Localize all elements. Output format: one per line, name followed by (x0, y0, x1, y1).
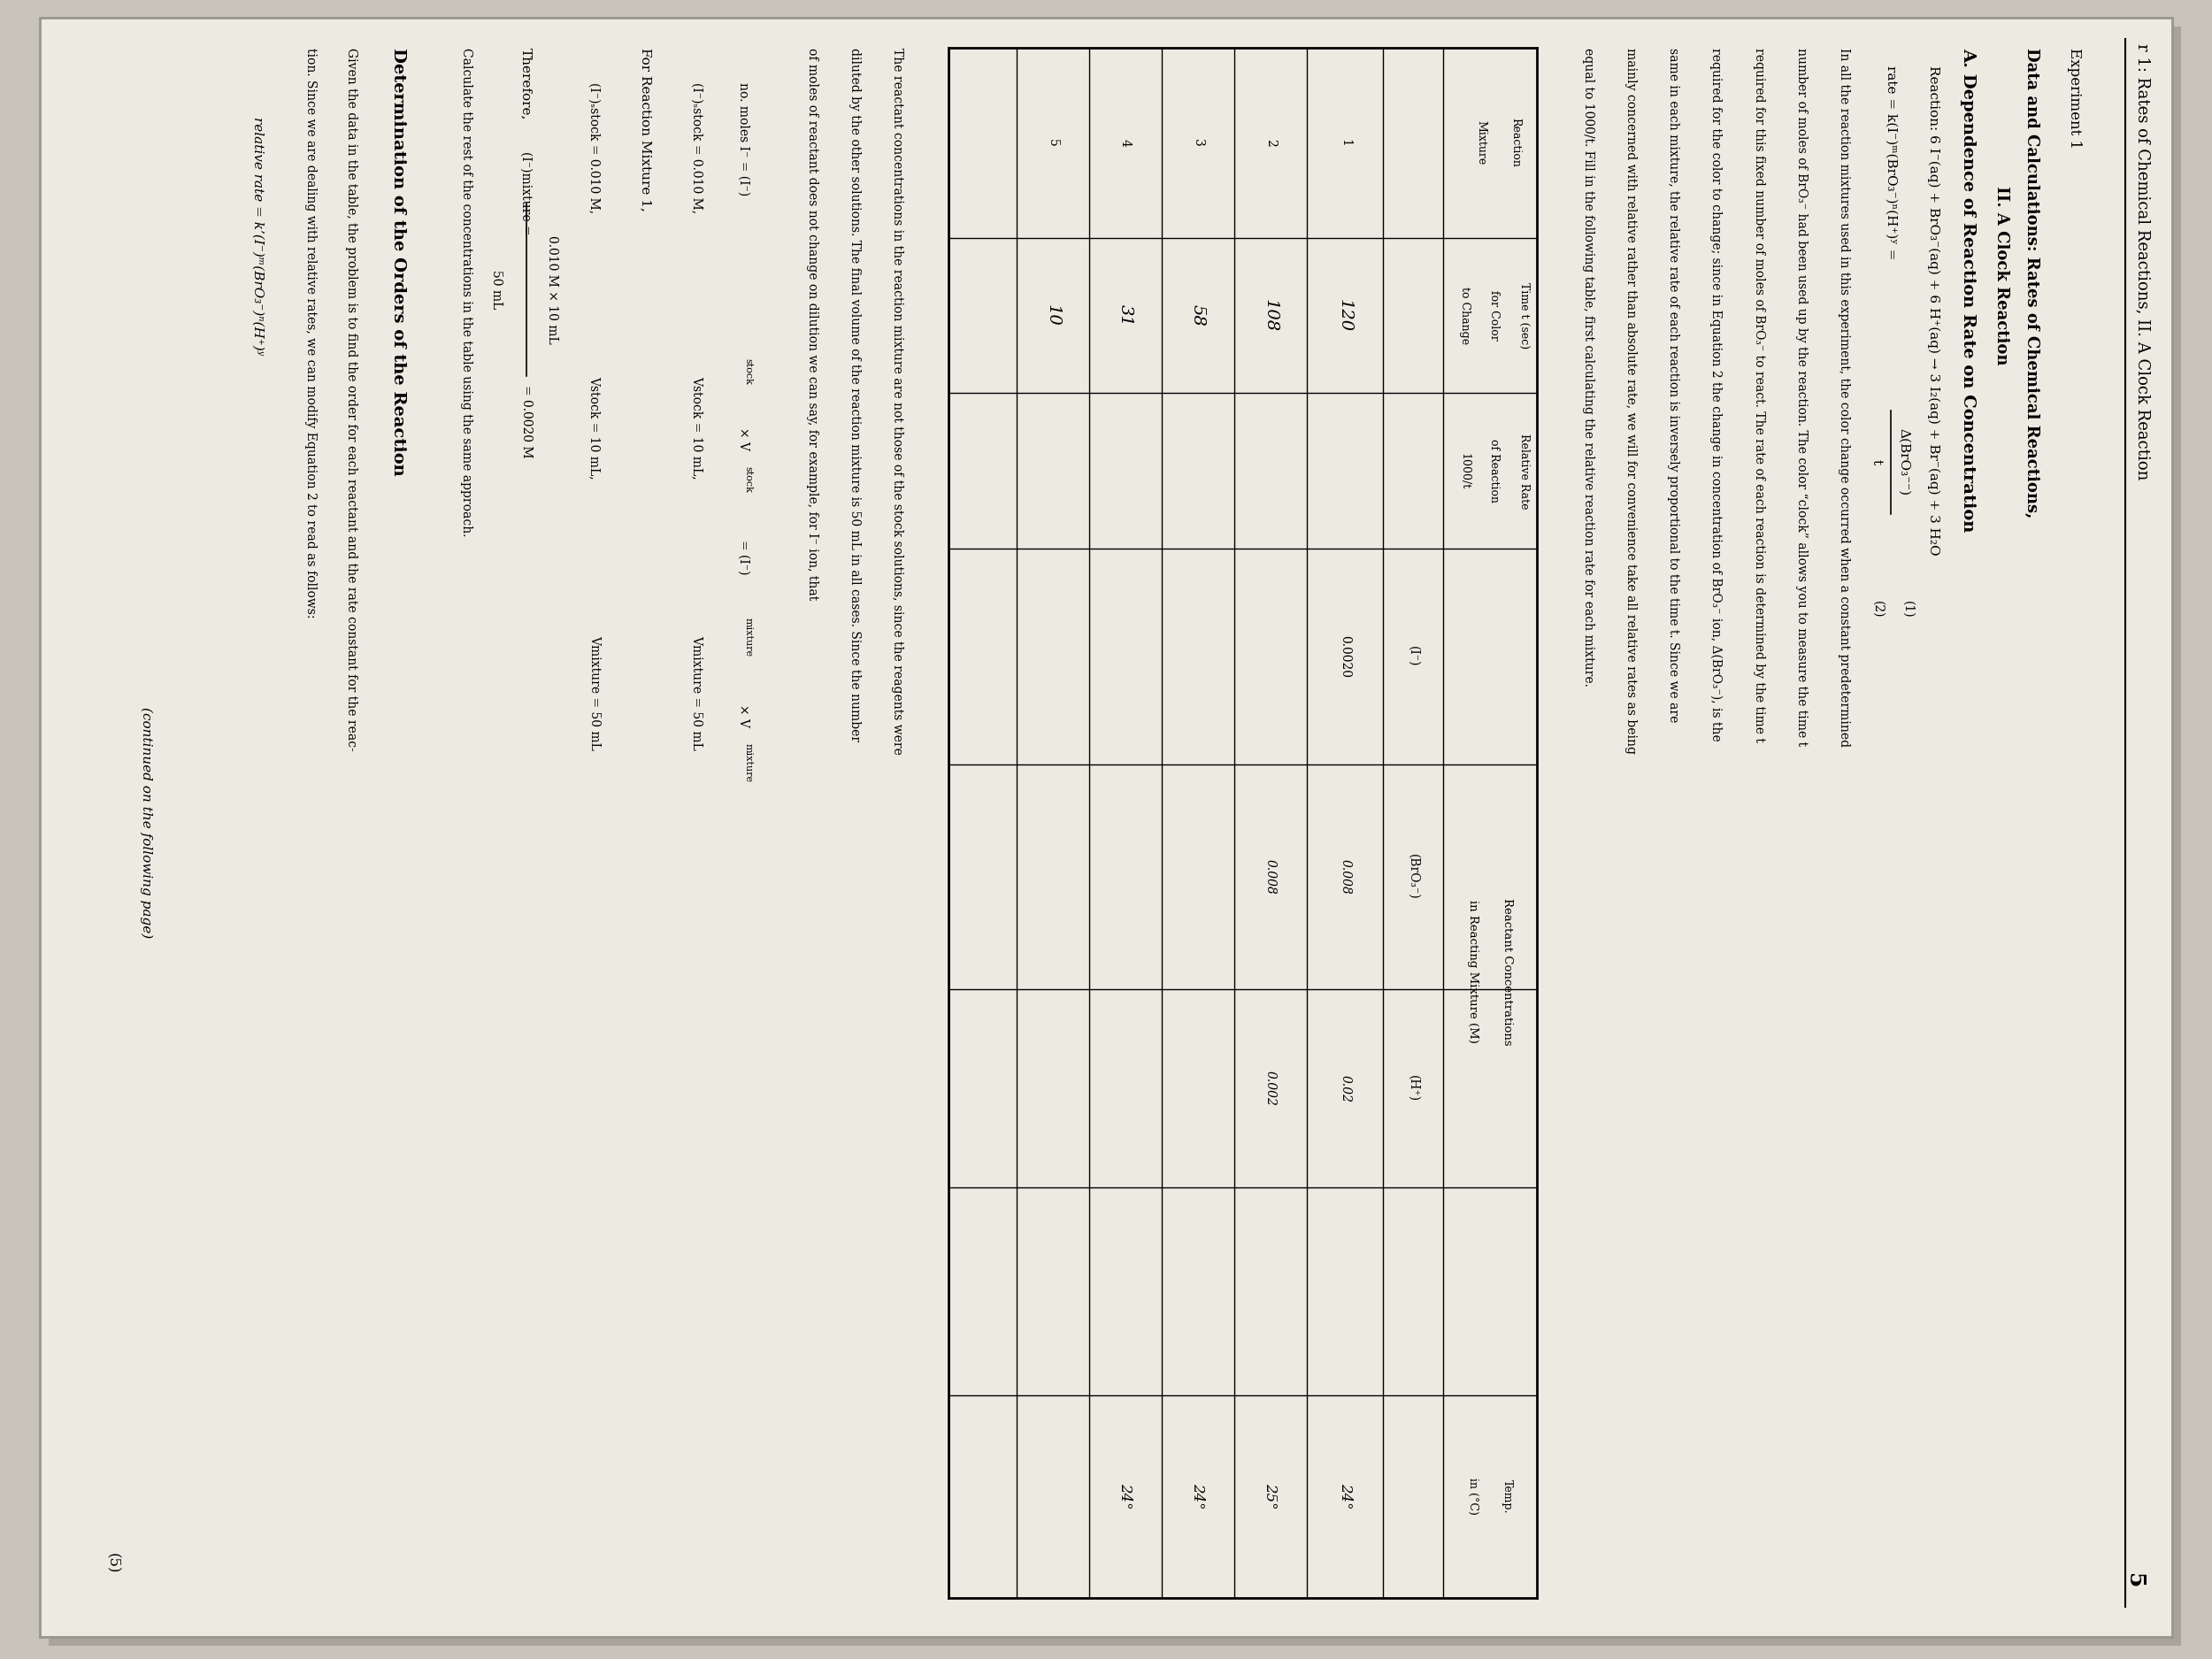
Text: rate = k(I⁻)ᵐ(BrO₃⁻)ⁿ(H⁺)ʸ =: rate = k(I⁻)ᵐ(BrO₃⁻)ⁿ(H⁺)ʸ = (1885, 65, 1898, 259)
Text: (I⁻)mixture =: (I⁻)mixture = (520, 151, 533, 236)
Text: of moles of reactant does not change on dilution we can say, for example, for I⁻: of moles of reactant does not change on … (805, 48, 818, 601)
Text: 0.0020: 0.0020 (1338, 635, 1352, 679)
Text: 5: 5 (2124, 1573, 2146, 1588)
Text: (I⁻): (I⁻) (1407, 647, 1420, 667)
Text: (2): (2) (1871, 601, 1885, 617)
Text: (I⁻)ₛstock = 0.010 M,: (I⁻)ₛstock = 0.010 M, (588, 83, 602, 214)
Text: 120: 120 (1336, 299, 1354, 332)
Text: Vstock = 10 mL,: Vstock = 10 mL, (588, 377, 602, 479)
Text: stock: stock (743, 358, 752, 385)
Text: 25°: 25° (1263, 1483, 1279, 1510)
Text: 0.008: 0.008 (1338, 859, 1352, 894)
Text: required for the color to change; since in Equation 2 the change in concentratio: required for the color to change; since … (1710, 48, 1723, 742)
Text: mainly concerned with relative rather than absolute rate, we will for convenienc: mainly concerned with relative rather th… (1624, 48, 1637, 753)
Text: 24°: 24° (1338, 1483, 1352, 1510)
Text: 50 mL: 50 mL (491, 270, 502, 309)
Text: 1000/t: 1000/t (1458, 453, 1471, 489)
Text: 4: 4 (1119, 139, 1133, 146)
Text: equal to 1000/t. Fill in the following table, first calculating the relative rea: equal to 1000/t. Fill in the following t… (1582, 48, 1595, 687)
Text: Relative Rate: Relative Rate (1517, 433, 1531, 509)
Text: (5): (5) (104, 1553, 119, 1574)
Text: mixture: mixture (743, 617, 752, 657)
Text: 24°: 24° (1190, 1483, 1206, 1510)
Text: II. A Clock Reaction: II. A Clock Reaction (1993, 48, 2011, 365)
Text: × V: × V (737, 428, 750, 451)
Text: stock: stock (743, 466, 752, 493)
Text: diluted by the other solutions. The final volume of the reaction mixture is 50 m: diluted by the other solutions. The fina… (849, 48, 860, 742)
Text: 58: 58 (1190, 305, 1206, 327)
Text: same in each mixture, the relative rate of each reaction is inversely proportion: same in each mixture, the relative rate … (1668, 48, 1679, 722)
Text: mixture: mixture (743, 743, 752, 781)
Text: 31: 31 (1117, 305, 1133, 327)
Text: r 1: Rates of Chemical Reactions, II. A Clock Reaction: r 1: Rates of Chemical Reactions, II. A … (2135, 43, 2150, 479)
Text: (H⁺): (H⁺) (1407, 1075, 1420, 1102)
Text: tion. Since we are dealing with relative rates, we can modify Equation 2 to read: tion. Since we are dealing with relative… (305, 48, 316, 619)
Text: (1): (1) (1902, 601, 1913, 617)
Text: 0.010 M × 10 mL: 0.010 M × 10 mL (546, 236, 557, 343)
Text: Calculate the rest of the concentrations in the table using the same approach.: Calculate the rest of the concentrations… (460, 48, 473, 536)
Text: (BrO₃⁻): (BrO₃⁻) (1407, 854, 1420, 899)
Text: to Change: to Change (1458, 287, 1471, 345)
Text: 5: 5 (1046, 139, 1060, 146)
Text: Reaction: Reaction (1511, 118, 1522, 168)
Text: 108: 108 (1263, 299, 1279, 332)
Text: = 0.0020 M: = 0.0020 M (520, 385, 533, 458)
Text: Reaction: 6 I⁻(aq) + BrO₃⁻(aq) + 6 H⁺(aq) → 3 I₂(aq) + Br⁻(aq) + 3 H₂O: Reaction: 6 I⁻(aq) + BrO₃⁻(aq) + 6 H⁺(aq… (1927, 65, 1940, 554)
Text: 1: 1 (1338, 139, 1352, 146)
Text: Mixture: Mixture (1475, 121, 1486, 164)
Text: Δ(BrO₃⁻⁻): Δ(BrO₃⁻⁻) (1898, 428, 1909, 496)
Text: no. moles I⁻ = (I⁻): no. moles I⁻ = (I⁻) (737, 83, 750, 196)
Text: For Reaction Mixture 1,: For Reaction Mixture 1, (639, 48, 653, 211)
Text: The reactant concentrations in the reaction mixture are not those of the stock s: The reactant concentrations in the react… (891, 48, 902, 755)
Text: for Color: for Color (1489, 290, 1500, 340)
Text: number of moles of BrO₃⁻ had been used up by the reaction. The color “clock” all: number of moles of BrO₃⁻ had been used u… (1796, 48, 1807, 747)
Text: 2: 2 (1265, 139, 1276, 146)
Text: Reactant Concentrations: Reactant Concentrations (1502, 898, 1513, 1045)
Text: 0.002: 0.002 (1265, 1070, 1276, 1107)
Text: In all the reaction mixtures used in this experiment, the color change occurred : In all the reaction mixtures used in thi… (1838, 48, 1849, 747)
Text: of Reaction: of Reaction (1489, 440, 1500, 503)
Text: Time t (sec): Time t (sec) (1517, 282, 1531, 348)
Text: Vmixture = 50 mL: Vmixture = 50 mL (690, 635, 703, 750)
Text: 10: 10 (1044, 305, 1062, 327)
Text: Experiment 1: Experiment 1 (2066, 48, 2081, 149)
Text: Data and Calculations: Rates of Chemical Reactions,: Data and Calculations: Rates of Chemical… (2024, 48, 2039, 518)
Text: = (I⁻): = (I⁻) (737, 541, 750, 576)
Text: 24°: 24° (1117, 1483, 1133, 1510)
Text: (continued on the following page): (continued on the following page) (139, 707, 153, 939)
Text: Determination of the Orders of the Reaction: Determination of the Orders of the React… (389, 48, 407, 476)
Text: Given the data in the table, the problem is to find the order for each reactant : Given the data in the table, the problem… (345, 48, 358, 752)
Text: 0.008: 0.008 (1265, 859, 1276, 894)
Text: 3: 3 (1192, 139, 1203, 146)
Text: (I⁻)ₛstock = 0.010 M,: (I⁻)ₛstock = 0.010 M, (690, 83, 703, 214)
Text: × V: × V (737, 703, 750, 727)
Text: Therefore,: Therefore, (520, 48, 533, 119)
Text: A. Dependence of Reaction Rate on Concentration: A. Dependence of Reaction Rate on Concen… (1960, 48, 1975, 533)
Text: Temp.: Temp. (1502, 1480, 1513, 1513)
Text: relative rate = k’(I⁻)ᵐ(BrO₃⁻)ⁿ(H⁺)ʸ: relative rate = k’(I⁻)ᵐ(BrO₃⁻)ⁿ(H⁺)ʸ (252, 116, 263, 355)
Text: in (°C): in (°C) (1467, 1478, 1478, 1515)
Text: Vstock = 10 mL,: Vstock = 10 mL, (690, 377, 703, 479)
Text: 0.02: 0.02 (1338, 1075, 1352, 1102)
Text: required for this fixed number of moles of BrO₃⁻ to react. The rate of each reac: required for this fixed number of moles … (1752, 48, 1765, 742)
Text: in Reacting Mixture (M): in Reacting Mixture (M) (1467, 901, 1478, 1044)
Text: t: t (1869, 460, 1882, 465)
Text: Vmixture = 50 mL: Vmixture = 50 mL (588, 635, 602, 750)
